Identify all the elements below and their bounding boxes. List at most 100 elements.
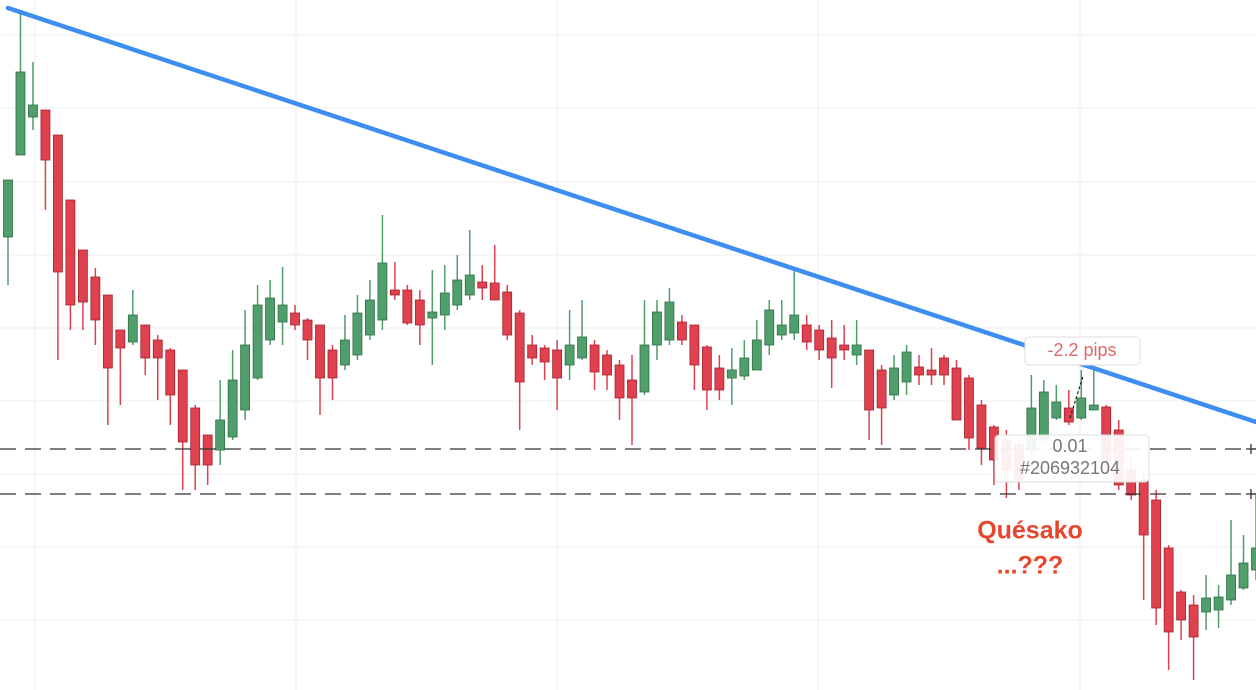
candle-body	[28, 104, 38, 118]
candle-body	[40, 109, 51, 161]
candle-body	[90, 276, 101, 321]
candle-body	[976, 404, 987, 449]
level-marker	[1246, 444, 1256, 499]
candle-body	[1213, 596, 1224, 611]
candle-body	[365, 299, 375, 336]
candle-body	[901, 351, 912, 383]
candle-body	[489, 282, 500, 301]
candle-body	[564, 344, 575, 366]
candle-body	[3, 179, 13, 238]
candle-body	[152, 339, 163, 359]
measure-line	[1069, 375, 1084, 419]
candle-body	[664, 301, 675, 341]
candle-body	[577, 336, 587, 359]
candle-body	[1038, 391, 1049, 441]
candle-body	[190, 407, 201, 466]
candle-body	[477, 281, 488, 289]
candle-body	[851, 344, 862, 356]
candle-body	[1251, 547, 1256, 571]
candle-body	[839, 344, 850, 351]
candle-body	[677, 321, 687, 341]
candle-body	[1238, 562, 1249, 589]
tooltip-ticket: #206932104	[1020, 458, 1120, 478]
candle-body	[1188, 604, 1199, 638]
candle-body	[414, 299, 425, 326]
candle-body	[1151, 499, 1162, 609]
tooltip-box	[994, 434, 1150, 483]
candle-body	[452, 279, 463, 306]
candle-body	[689, 324, 700, 366]
candle-body	[876, 369, 887, 409]
candle-body	[714, 367, 725, 391]
candle-body	[1201, 597, 1211, 613]
candle-body	[926, 369, 937, 376]
candle-body	[939, 357, 949, 376]
candle-body	[227, 379, 238, 438]
candle-body	[589, 344, 600, 373]
candle-body	[652, 311, 662, 346]
candle-body	[115, 329, 126, 349]
candle-body	[439, 292, 450, 316]
candle-body	[352, 312, 363, 356]
candle-body	[614, 364, 625, 399]
candle-body	[265, 297, 275, 341]
candle-body	[340, 339, 350, 366]
candle-body	[402, 289, 413, 324]
measure-label: -2.2 pips	[1047, 340, 1116, 360]
candle-body	[502, 291, 513, 336]
candle-body	[202, 434, 213, 466]
candle-body	[789, 314, 800, 334]
candle-body	[826, 337, 837, 359]
candle-body	[739, 357, 750, 377]
candle-body	[240, 344, 251, 411]
candle-body	[1226, 574, 1236, 601]
note-text: ...???	[997, 552, 1064, 580]
candle-body	[964, 377, 974, 439]
candle-body	[764, 309, 775, 346]
candle-body	[290, 312, 300, 326]
candle-body	[701, 346, 712, 391]
candle-body	[726, 369, 737, 379]
candle-body	[1063, 407, 1074, 423]
candle-body	[177, 369, 188, 443]
candle-body	[1051, 401, 1062, 419]
measure-box	[1024, 336, 1141, 366]
candle-body	[302, 319, 313, 341]
candle-body	[77, 249, 88, 303]
candle-body	[889, 367, 899, 396]
candle-body	[814, 329, 825, 351]
candle-body	[215, 419, 226, 451]
candle-body	[951, 367, 962, 421]
candle-body	[552, 349, 563, 379]
candle-body	[1076, 397, 1087, 419]
candle-body	[15, 71, 26, 156]
candle-body	[1163, 547, 1174, 633]
candle-body	[140, 324, 151, 359]
candle-body	[389, 289, 400, 296]
tooltip-lot: 0.01	[1052, 436, 1087, 456]
candle-body	[801, 324, 812, 343]
candle-body	[377, 262, 388, 321]
candle-body	[102, 294, 113, 369]
candle-body	[127, 314, 138, 343]
candle-body	[627, 379, 637, 399]
candle-body	[165, 349, 176, 396]
candle-body	[514, 312, 525, 383]
candle-body	[751, 339, 762, 371]
candle-body	[602, 354, 612, 376]
candle-body	[914, 366, 924, 376]
candle-body	[252, 304, 263, 379]
candle-body	[277, 304, 288, 323]
candle-body	[315, 324, 325, 379]
candle-body	[65, 199, 76, 306]
candle-body	[527, 344, 538, 359]
candle-body	[864, 349, 875, 411]
candle-body	[776, 324, 787, 336]
candle-body	[539, 347, 550, 363]
candle-body	[464, 274, 475, 296]
note-text: Quésako	[977, 517, 1083, 545]
candle-body	[327, 349, 338, 379]
candle-body	[53, 134, 63, 273]
